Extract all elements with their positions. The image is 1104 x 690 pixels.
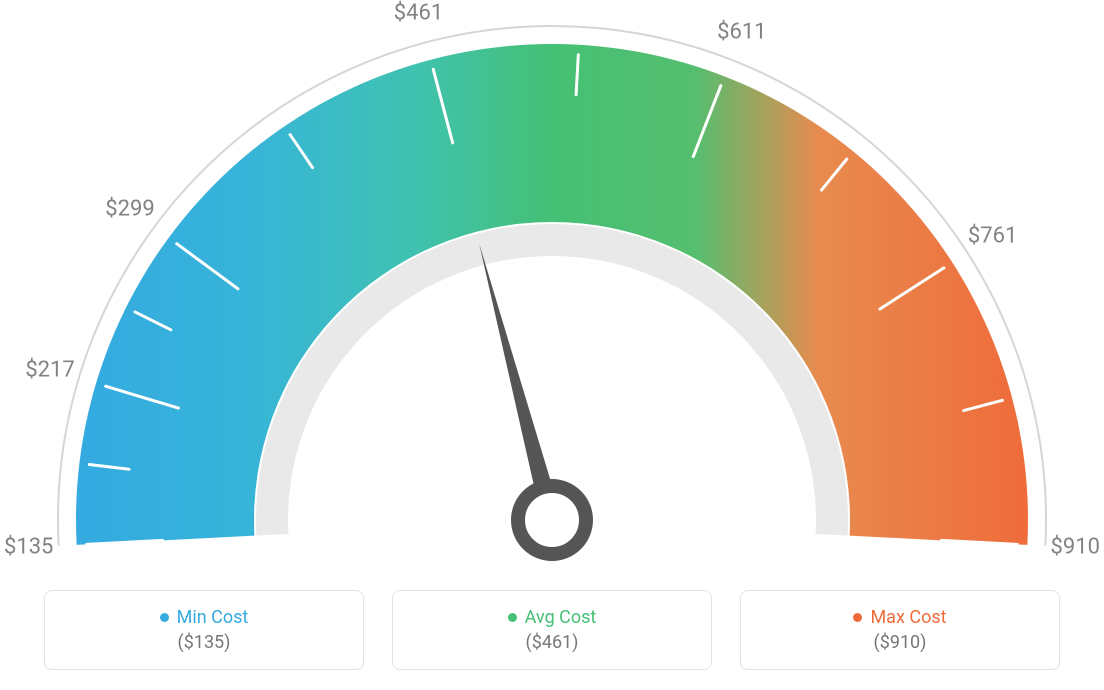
tick-label: $611 bbox=[717, 19, 766, 44]
gauge-area: $135 $217 $299 $461 $611 $761 $910 bbox=[0, 0, 1104, 570]
legend-label-max: Max Cost bbox=[870, 607, 946, 628]
legend-label-min: Min Cost bbox=[177, 607, 249, 628]
tick-label: $761 bbox=[968, 224, 1017, 249]
tick-label: $217 bbox=[25, 357, 74, 382]
tick-label: $461 bbox=[394, 1, 443, 26]
legend-label-avg: Avg Cost bbox=[525, 607, 597, 628]
legend-card-avg: Avg Cost ($461) bbox=[392, 590, 712, 670]
tick-label: $299 bbox=[105, 197, 154, 222]
gauge-svg bbox=[0, 0, 1104, 570]
chart-container: $135 $217 $299 $461 $611 $761 $910 Min Cost ($… bbox=[0, 0, 1104, 690]
legend-dot-avg bbox=[508, 613, 517, 622]
tick-label: $135 bbox=[4, 535, 53, 560]
legend-dot-max bbox=[853, 613, 862, 622]
legend-card-min: Min Cost ($135) bbox=[44, 590, 364, 670]
legend-value-avg: ($461) bbox=[526, 632, 579, 653]
legend-dot-min bbox=[160, 613, 169, 622]
legend-row: Min Cost ($135) Avg Cost ($461) Max Cost… bbox=[0, 590, 1104, 670]
legend-card-max: Max Cost ($910) bbox=[740, 590, 1060, 670]
legend-value-max: ($910) bbox=[874, 632, 927, 653]
tick-label: $910 bbox=[1051, 535, 1100, 560]
legend-value-min: ($135) bbox=[178, 632, 231, 653]
